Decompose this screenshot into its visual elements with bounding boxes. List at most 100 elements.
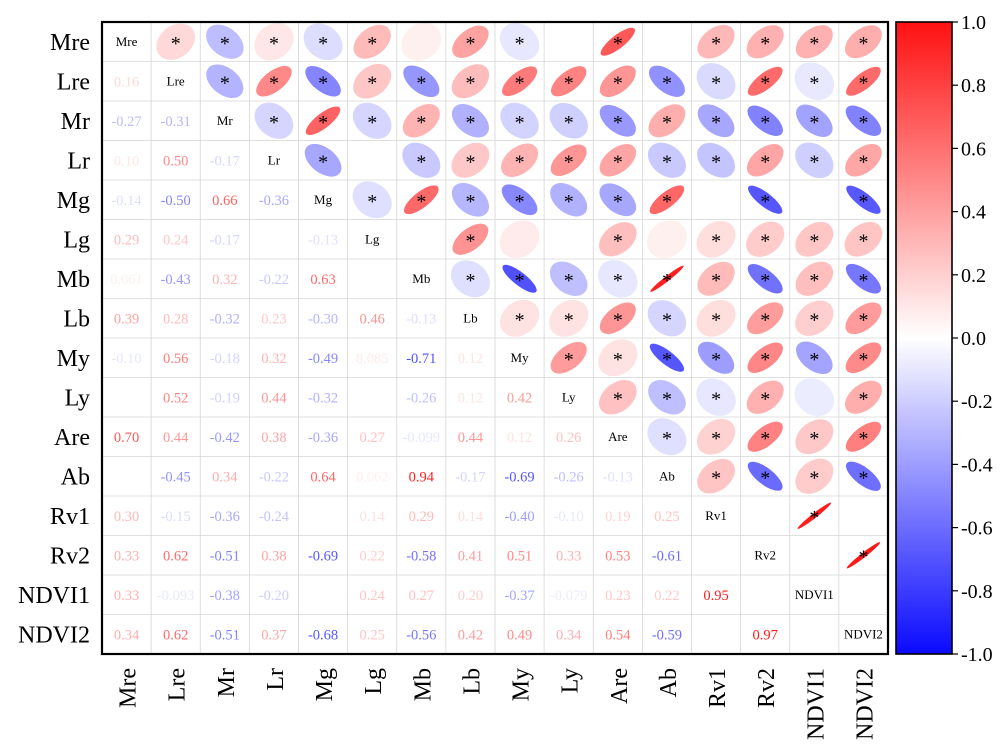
correlation-ellipse	[696, 299, 736, 337]
correlation-ellipse	[550, 341, 587, 374]
correlation-ellipse	[696, 378, 736, 417]
colorbar-tick-label: -0.2	[961, 391, 993, 413]
column-label: Ly	[558, 668, 584, 693]
diagonal-label: Lg	[365, 231, 380, 246]
correlation-ellipse	[795, 300, 834, 337]
correlation-ellipse	[206, 24, 244, 59]
significance-marker: *	[711, 388, 721, 410]
correlation-value: 0.97	[753, 627, 778, 643]
significance-marker: *	[760, 72, 770, 94]
correlation-ellipse	[648, 104, 686, 138]
correlation-value: 0.44	[163, 430, 189, 446]
correlation-ellipse	[254, 22, 294, 61]
diagonal-label: Mr	[217, 113, 234, 128]
correlation-ellipse	[748, 185, 783, 214]
significance-marker: *	[711, 428, 721, 450]
correlation-value: 0.42	[458, 627, 483, 643]
correlation-value: 0.12	[458, 351, 483, 367]
correlation-value: 0.53	[605, 548, 630, 564]
correlation-value: -0.36	[259, 193, 289, 209]
significance-marker: *	[858, 72, 868, 94]
column-label: NDVI1	[803, 668, 829, 740]
correlation-value: 0.085	[356, 351, 389, 367]
significance-marker: *	[662, 112, 672, 134]
correlation-ellipse	[499, 299, 540, 337]
colorbar: 1.0 0.8 0.6 0.4 0.2 0.0 -0.2 -0.4 -0.6 -0.8 -1.0	[895, 12, 993, 666]
significance-marker: *	[662, 309, 672, 331]
correlation-value: 0.34	[212, 469, 238, 485]
correlation-ellipse	[401, 22, 442, 61]
significance-marker: *	[760, 112, 770, 134]
colorbar-tick-label: 1.0	[961, 12, 986, 34]
correlation-ellipse	[697, 261, 735, 296]
correlation-ellipse	[696, 62, 736, 100]
correlation-value: -0.49	[308, 351, 338, 367]
grid-lines	[102, 22, 888, 654]
matrix-cells: Mre * * * * * * * * * * * * 0.16 Lre * * * * * * * * * * * * * * -0.2…	[110, 22, 883, 643]
correlation-ellipse	[846, 185, 881, 214]
correlation-ellipse	[697, 341, 735, 374]
diagonal-label: Mb	[412, 271, 430, 286]
significance-marker: *	[809, 507, 819, 529]
correlation-value: 0.25	[654, 509, 679, 525]
correlation-value: 0.27	[409, 588, 434, 604]
row-label: Lr	[67, 148, 90, 174]
colorbar-gradient	[895, 21, 953, 655]
correlation-value: 0.061	[110, 272, 143, 288]
correlation-ellipse	[649, 343, 685, 372]
correlation-ellipse	[501, 143, 539, 177]
correlation-value: -0.36	[308, 430, 338, 446]
correlation-ellipse	[403, 185, 439, 215]
significance-marker: *	[613, 309, 623, 331]
correlation-value: 0.44	[261, 390, 287, 406]
correlation-ellipse	[845, 461, 881, 491]
significance-marker: *	[465, 72, 475, 94]
correlation-value: 0.062	[356, 469, 389, 485]
correlation-ellipse	[846, 542, 881, 569]
correlation-ellipse	[697, 24, 735, 59]
correlation-value: -0.17	[210, 232, 240, 248]
correlation-ellipse	[747, 461, 783, 491]
correlation-value: -0.22	[259, 469, 289, 485]
significance-marker: *	[564, 151, 574, 173]
correlation-ellipse	[648, 65, 685, 97]
significance-marker: *	[613, 112, 623, 134]
correlation-value: -0.30	[308, 311, 338, 327]
colorbar-tick-label: 0.6	[961, 138, 986, 160]
correlation-value: -0.079	[550, 588, 587, 604]
row-label: Lg	[63, 227, 90, 253]
correlation-ellipse	[501, 184, 538, 216]
significance-marker: *	[662, 388, 672, 410]
significance-marker: *	[760, 428, 770, 450]
correlation-ellipse	[648, 380, 686, 415]
correlation-ellipse	[647, 300, 687, 337]
significance-marker: *	[367, 33, 377, 55]
colorbar-tick-label: 0.8	[961, 75, 986, 97]
significance-marker: *	[711, 467, 721, 489]
correlation-value: -0.71	[406, 351, 436, 367]
correlation-value: -0.58	[406, 548, 436, 564]
correlation-value: -0.13	[308, 232, 338, 248]
significance-marker: *	[367, 112, 377, 134]
significance-marker: *	[858, 467, 868, 489]
correlation-ellipse	[845, 263, 882, 294]
correlation-ellipse	[845, 143, 882, 177]
correlation-value: -0.61	[652, 548, 682, 564]
significance-marker: *	[220, 33, 230, 55]
correlation-value: -0.17	[455, 469, 485, 485]
colorbar-tick-label: 0.0	[961, 328, 986, 350]
diagonal-label: NDVI1	[795, 587, 834, 602]
correlation-ellipse	[697, 104, 735, 138]
correlation-value: -0.38	[210, 588, 240, 604]
correlation-ellipse	[403, 65, 440, 98]
correlation-value: 0.24	[360, 588, 386, 604]
significance-marker: *	[367, 72, 377, 94]
correlation-ellipse	[599, 144, 637, 177]
column-label: NDVI2	[852, 668, 878, 740]
correlation-ellipse	[794, 378, 835, 417]
significance-marker: *	[613, 151, 623, 173]
correlation-value: 0.20	[458, 588, 483, 604]
correlation-value: 0.14	[458, 509, 484, 525]
significance-marker: *	[809, 112, 819, 134]
significance-marker: *	[809, 309, 819, 331]
